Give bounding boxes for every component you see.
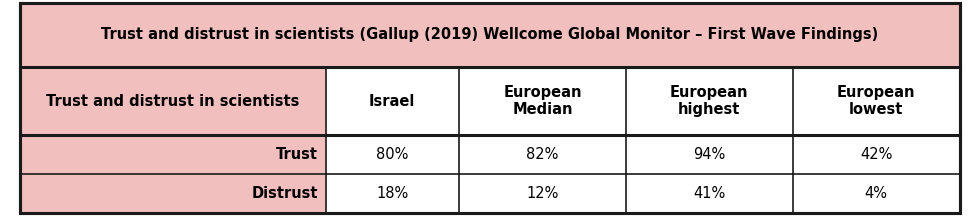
- Bar: [459, 67, 626, 135]
- Bar: [793, 135, 959, 174]
- Bar: [626, 67, 793, 135]
- Text: Trust and distrust in scientists (Gallup (2019) Wellcome Global Monitor – First : Trust and distrust in scientists (Gallup…: [101, 27, 879, 42]
- Text: 82%: 82%: [526, 147, 559, 162]
- Bar: [793, 174, 959, 213]
- Text: Distrust: Distrust: [251, 186, 318, 201]
- Text: 4%: 4%: [864, 186, 888, 201]
- Bar: [793, 67, 959, 135]
- Bar: [21, 135, 325, 174]
- Bar: [626, 174, 793, 213]
- Text: Trust and distrust in scientists: Trust and distrust in scientists: [46, 94, 300, 109]
- Bar: [459, 135, 626, 174]
- Bar: [21, 174, 325, 213]
- Text: 18%: 18%: [376, 186, 409, 201]
- Text: Israel: Israel: [369, 94, 416, 109]
- Text: European
highest: European highest: [670, 85, 749, 117]
- Bar: [325, 174, 459, 213]
- Bar: [626, 135, 793, 174]
- Text: Trust: Trust: [275, 147, 318, 162]
- Bar: [459, 174, 626, 213]
- Bar: [21, 67, 325, 135]
- Bar: [325, 67, 459, 135]
- Bar: [325, 135, 459, 174]
- Text: 94%: 94%: [693, 147, 725, 162]
- Text: 41%: 41%: [693, 186, 725, 201]
- Text: European
lowest: European lowest: [837, 85, 915, 117]
- Text: 42%: 42%: [860, 147, 893, 162]
- Bar: [21, 3, 959, 67]
- Text: European
Median: European Median: [503, 85, 582, 117]
- Text: 12%: 12%: [526, 186, 559, 201]
- Text: 80%: 80%: [376, 147, 409, 162]
